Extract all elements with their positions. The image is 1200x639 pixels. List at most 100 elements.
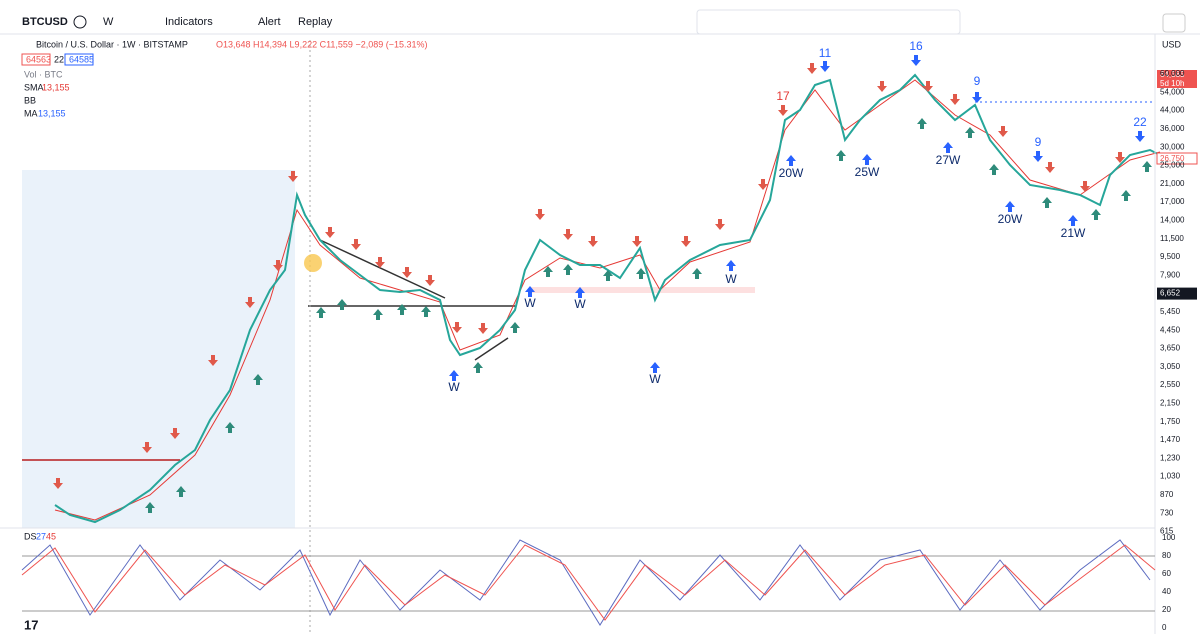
- up-arrow: [1121, 190, 1131, 201]
- up-arrow: [603, 270, 613, 281]
- annotation: 11: [819, 46, 832, 60]
- price-label: 1,230: [1160, 453, 1181, 462]
- price-label: 1,470: [1160, 435, 1181, 444]
- last-price-tag: [1157, 70, 1197, 88]
- add-symbol[interactable]: [73, 15, 87, 29]
- down-arrow: [877, 81, 887, 92]
- price-label: 21,000: [1160, 179, 1185, 188]
- price-label: 870: [1160, 490, 1174, 499]
- buy-price[interactable]: 64585: [69, 54, 94, 64]
- bb-label: BB: [24, 95, 36, 105]
- top-toolbar: [0, 0, 1200, 34]
- up-arrow: [1068, 215, 1078, 226]
- down-arrow: [53, 478, 63, 489]
- up-arrow: [176, 486, 186, 497]
- up-arrow: [525, 286, 535, 297]
- annotation: 25W: [855, 165, 880, 179]
- replay-button[interactable]: Replay: [298, 16, 333, 28]
- cursor: [304, 254, 322, 272]
- up-arrow: [421, 306, 431, 317]
- price-label: 25,000: [1160, 161, 1185, 170]
- up-arrow: [316, 307, 326, 318]
- price-label: 730: [1160, 508, 1174, 517]
- up-arrow: [965, 127, 975, 138]
- osc-d: 45: [46, 531, 56, 541]
- osc-label: 60: [1162, 569, 1171, 578]
- up-arrow: [726, 260, 736, 271]
- down-arrow: [807, 63, 817, 74]
- up-arrow: [225, 422, 235, 433]
- indicators-button[interactable]: Indicators: [165, 16, 213, 28]
- osc-name: DS: [24, 531, 37, 541]
- up-arrow: [836, 150, 846, 161]
- up-arrow: [337, 299, 347, 310]
- up-arrow: [373, 309, 383, 320]
- tool-button[interactable]: [1162, 13, 1186, 33]
- down-arrow: [170, 428, 180, 439]
- annotation: 16: [909, 39, 923, 53]
- down-arrow: [1045, 162, 1055, 173]
- down-arrow: [911, 55, 921, 66]
- annotation: W: [649, 372, 661, 386]
- down-arrow: [1033, 151, 1043, 162]
- annotation: 9: [1035, 135, 1042, 149]
- up-arrow: [449, 370, 459, 381]
- up-arrow: [862, 154, 872, 165]
- down-arrow: [563, 229, 573, 240]
- down-arrow: [535, 209, 545, 220]
- tv-logo[interactable]: 17: [24, 617, 38, 632]
- up-arrow: [1142, 161, 1152, 172]
- down-arrow: [950, 94, 960, 105]
- down-arrow: [998, 126, 1008, 137]
- up-arrow: [692, 268, 702, 279]
- range-highlight: [22, 170, 295, 528]
- osc-label: 20: [1162, 605, 1171, 614]
- buy-box[interactable]: [64, 53, 94, 66]
- annotation: W: [524, 296, 536, 310]
- osc-label: 80: [1162, 551, 1171, 560]
- current-tag: [1156, 152, 1198, 165]
- down-arrow: [478, 323, 488, 334]
- up-arrow: [636, 268, 646, 279]
- up-arrow: [989, 164, 999, 175]
- current-price: 26,750: [1160, 154, 1185, 163]
- down-arrow: [452, 322, 462, 333]
- price-label: 3,650: [1160, 344, 1181, 353]
- price-label: 60,000: [1160, 69, 1185, 78]
- sell-box[interactable]: [21, 53, 51, 66]
- annotation: 27W: [936, 153, 961, 167]
- crosshair-price-tag: [1157, 287, 1197, 300]
- zone: [530, 287, 755, 293]
- ma-label: MA: [24, 108, 38, 118]
- moving-average: [54, 79, 1161, 521]
- osc-label: 0: [1162, 623, 1167, 632]
- price-label: 17,000: [1160, 197, 1185, 206]
- price-label: 54,000: [1160, 87, 1185, 96]
- down-arrow: [1135, 131, 1145, 142]
- up-arrow: [1042, 197, 1052, 208]
- down-arrow: [681, 236, 691, 247]
- symbol[interactable]: BTCUSD: [22, 16, 68, 28]
- up-arrow: [1005, 201, 1015, 212]
- sma-label: SMA: [24, 82, 44, 92]
- last-price: 64,585: [1160, 70, 1185, 79]
- down-arrow: [351, 239, 361, 250]
- drawing-toolbar[interactable]: [696, 9, 961, 35]
- osc-label: 40: [1162, 587, 1171, 596]
- down-arrow: [758, 179, 768, 190]
- down-arrow: [715, 219, 725, 230]
- sell-price[interactable]: 64563: [26, 54, 51, 64]
- up-arrow: [563, 264, 573, 275]
- interval[interactable]: W: [103, 16, 114, 28]
- osc-k: 27: [36, 531, 46, 541]
- osc-d-line: [21, 544, 1156, 621]
- annotation: 21W: [1061, 226, 1086, 240]
- vol-label: Vol · BTC: [24, 69, 63, 79]
- up-arrow: [650, 362, 660, 373]
- trend-line: [474, 337, 509, 361]
- up-arrow: [575, 287, 585, 298]
- down-arrow: [1080, 181, 1090, 192]
- alert-button[interactable]: Alert: [258, 16, 281, 28]
- up-arrow: [510, 322, 520, 333]
